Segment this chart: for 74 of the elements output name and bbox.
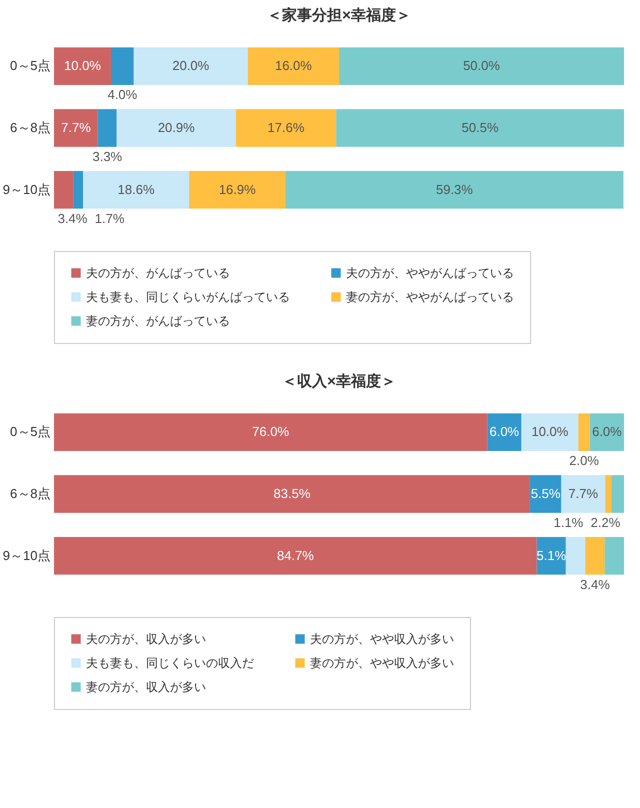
bar [336,109,624,147]
data-label: 2.2% [590,515,621,530]
legend-label: 妻の方が、やや収入が多い [310,656,454,670]
bar [54,413,488,452]
data-label: 76.0% [252,424,290,440]
chart-title: ＜収入×幸福度＞ [282,372,396,390]
bar [54,47,111,86]
bar [604,536,624,575]
bar [566,536,586,575]
bar [285,170,624,209]
bar [236,109,336,147]
legend-label: 夫の方が、収入が多い [86,632,206,646]
data-label: 50.0% [463,58,500,74]
data-label: 5.1% [536,548,567,563]
data-label: 16.0% [274,58,312,74]
data-label: 3.4% [58,210,88,226]
data-label: 17.6% [268,120,305,135]
chart-title: ＜家事分担×幸福度＞ [267,6,411,24]
data-label: 10.0% [64,58,102,74]
bar [54,170,74,209]
bar [521,413,578,452]
legend-label: 妻の方が、がんばっている [86,314,230,328]
data-label: 18.6% [118,182,155,197]
legend-label: 夫の方が、やや収入が多い [310,632,454,646]
y-tick-label: 6～8点 [10,120,50,135]
bar [98,109,117,147]
bar [248,47,339,86]
data-label: 4.0% [108,87,138,102]
data-label: 20.9% [158,120,196,135]
bar [578,413,590,452]
bar [54,536,537,575]
data-label: 59.3% [436,182,474,197]
y-tick-label: 0～5点 [10,58,50,74]
data-label: 3.3% [92,149,123,164]
bar [561,475,606,513]
data-label: 7.7% [568,486,598,501]
legend-label: 妻の方が、ややがんばっている [346,290,514,304]
y-tick-label: 9～10点 [2,548,50,563]
bar [585,536,605,575]
y-tick-label: 6～8点 [10,486,50,501]
data-label: 3.4% [580,576,610,592]
legend-label: 妻の方が、収入が多い [86,680,206,694]
y-tick-label: 9～10点 [2,182,50,197]
bar [134,47,248,86]
bar [116,109,236,147]
data-label: 6.0% [489,424,520,440]
data-label: 20.0% [172,58,210,74]
bar [530,475,562,513]
bar [487,413,522,452]
data-label: 5.5% [530,486,561,501]
data-label: 16.9% [218,182,256,197]
data-label: 1.7% [94,210,125,226]
data-label: 7.7% [61,120,92,135]
bar [339,47,624,86]
data-label: 83.5% [274,486,311,501]
bar [605,475,612,513]
bar [54,109,98,147]
bar [83,170,190,209]
bar [611,475,624,513]
bar [73,170,84,209]
bar [54,475,530,513]
data-label: 50.5% [462,120,499,135]
legend-label: 夫も妻も、同じくらいの収入だ [86,656,254,670]
legend-label: 夫も妻も、同じくらいがんばっている [86,290,290,304]
data-label: 10.0% [531,424,569,440]
legend-label: 夫の方が、がんばっている [86,266,230,280]
data-label: 84.7% [276,548,314,563]
data-label: 1.1% [554,515,584,530]
bar [111,47,134,86]
data-label: 6.0% [592,424,622,440]
bar [189,170,286,209]
data-label: 2.0% [569,453,600,468]
legend-label: 夫の方が、ややがんばっている [346,266,514,280]
y-tick-label: 0～5点 [10,424,50,440]
